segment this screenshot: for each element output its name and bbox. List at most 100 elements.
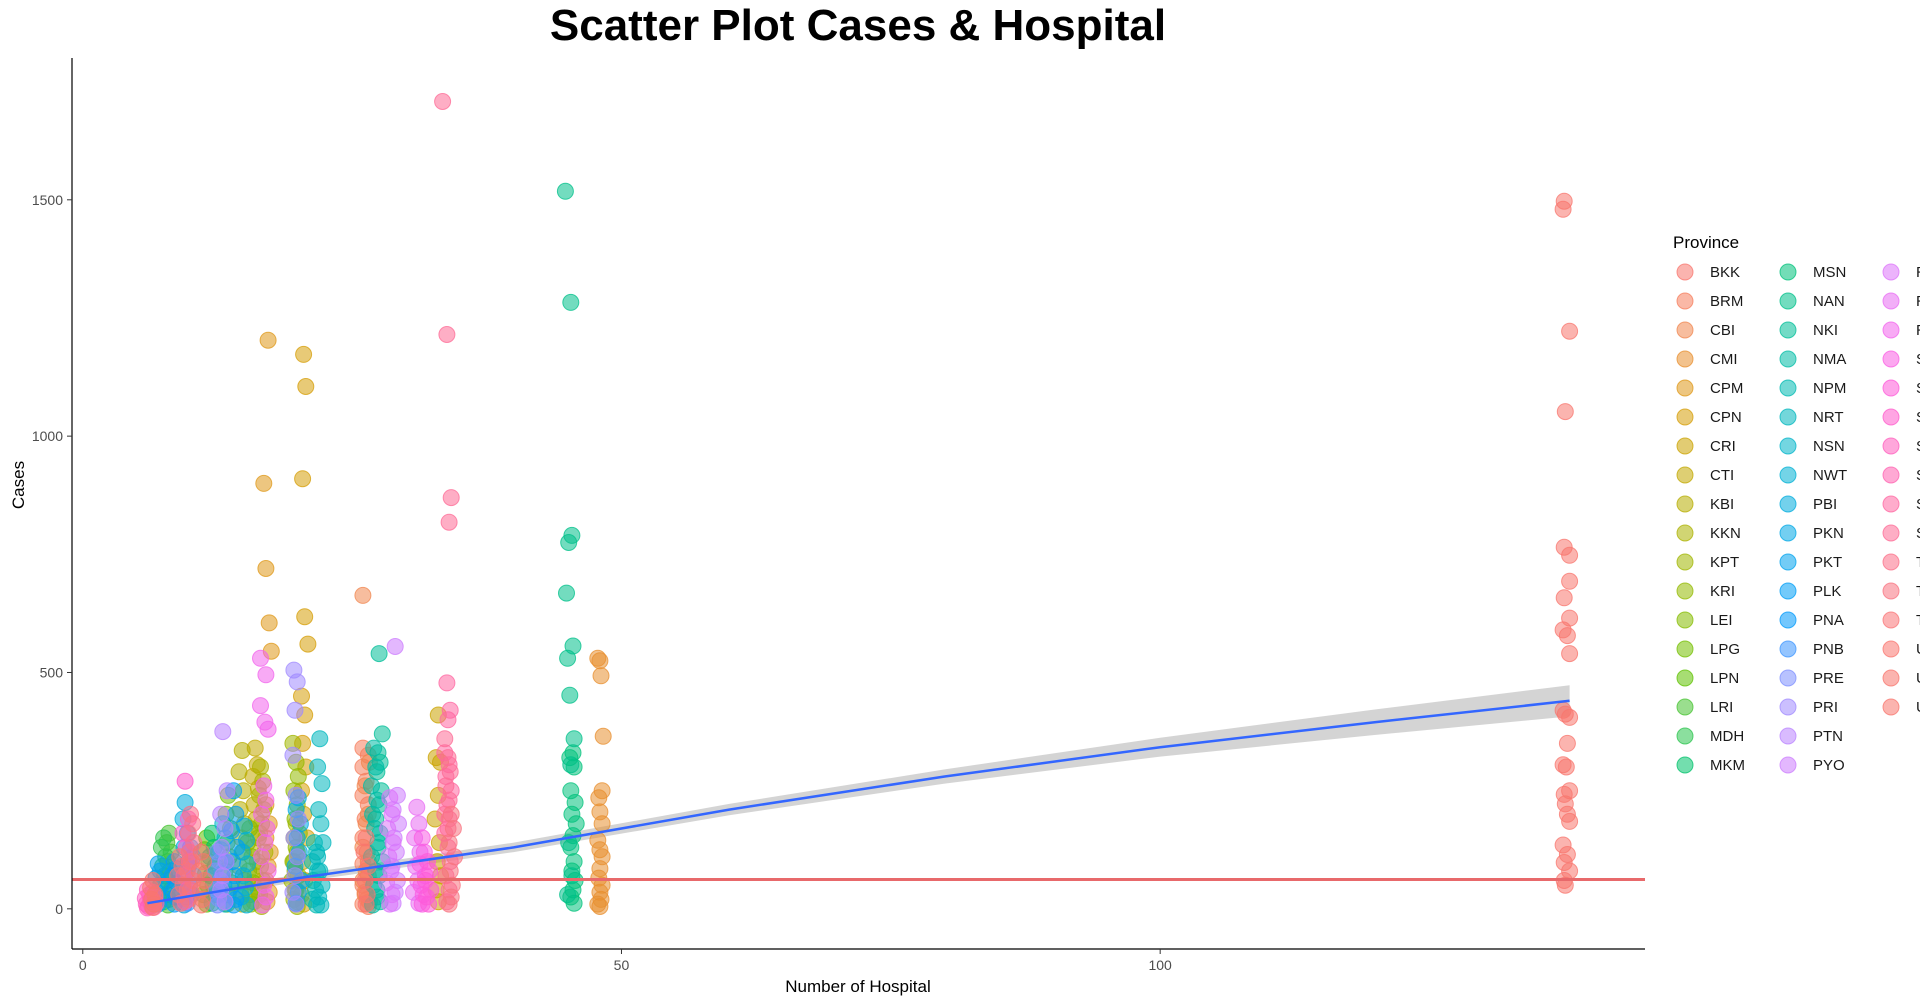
legend-key — [1882, 640, 1900, 658]
legend-item-trg: TRG — [1882, 582, 1920, 600]
legend-label: LRI — [1710, 699, 1733, 716]
legend-item-ptn: PTN — [1779, 727, 1843, 745]
legend-key — [1676, 640, 1694, 658]
legend-label: SKA — [1916, 351, 1920, 368]
legend-label: RNG — [1916, 293, 1920, 310]
legend-item-cpm: CPM — [1676, 379, 1743, 397]
legend-key — [1882, 350, 1900, 368]
legend-label: PNB — [1813, 641, 1844, 658]
data-point-ptn — [216, 893, 234, 911]
legend-item-pna: PNA — [1779, 611, 1844, 629]
legend-label: CMI — [1710, 351, 1738, 368]
legend-item-lei: LEI — [1676, 611, 1733, 629]
legend-item-mkm: MKM — [1676, 756, 1745, 774]
legend-key — [1779, 495, 1797, 513]
data-point-plk — [227, 805, 245, 823]
data-point-ska — [413, 829, 431, 847]
legend-key — [1676, 408, 1694, 426]
legend-label: KRI — [1710, 583, 1735, 600]
data-point-cpm — [257, 560, 275, 577]
legend-key — [1676, 553, 1694, 571]
legend-label: PBI — [1813, 496, 1837, 513]
data-point-pri — [289, 810, 307, 828]
legend-key — [1779, 553, 1797, 571]
data-point-nan — [563, 867, 581, 885]
legend-item-cmi: CMI — [1676, 350, 1738, 368]
legend-label: NKI — [1813, 322, 1838, 339]
data-point-cpn — [297, 378, 315, 395]
legend-key — [1676, 379, 1694, 397]
legend-label: PNA — [1813, 612, 1844, 629]
legend-label: KPT — [1710, 554, 1739, 571]
legend-key — [1882, 379, 1900, 397]
data-point-bkk — [1561, 572, 1579, 590]
legend-key — [1882, 408, 1900, 426]
data-point-stn — [438, 326, 456, 343]
data-point-bkk — [1558, 734, 1576, 752]
legend-key — [1676, 727, 1694, 745]
data-point-pri — [288, 848, 306, 866]
legend-item-npm: NPM — [1779, 379, 1846, 397]
chart-title: Scatter Plot Cases & Hospital — [550, 1, 1166, 50]
legend-item-kri: KRI — [1676, 582, 1735, 600]
data-point-cpn — [295, 345, 313, 363]
data-point-bkk — [1561, 546, 1579, 564]
legend-item-udn: UDN — [1882, 669, 1920, 687]
legend-item-nsn: NSN — [1779, 437, 1845, 455]
legend-key — [1882, 669, 1900, 687]
legend-label: KBI — [1710, 496, 1734, 513]
data-point-pri — [287, 786, 305, 804]
legend-key — [1779, 756, 1797, 774]
data-point-nan — [558, 584, 575, 602]
legend-label: BRM — [1710, 293, 1743, 310]
legend-key — [1676, 350, 1694, 368]
legend-label: LPN — [1710, 670, 1739, 687]
legend-key — [1779, 321, 1797, 339]
data-point-nrt — [313, 775, 331, 793]
data-point-ubn — [355, 843, 373, 861]
data-point-skw — [420, 895, 438, 913]
x-tick-label: 50 — [614, 957, 630, 973]
data-point-cpm — [259, 331, 277, 349]
data-point-srn — [439, 711, 457, 729]
legend-item-cbi: CBI — [1676, 321, 1735, 339]
reference-lines — [72, 699, 1645, 905]
legend-key — [1779, 582, 1797, 600]
data-point-trg — [441, 862, 459, 880]
x-axis-label: Number of Hospital — [785, 977, 931, 996]
legend-label: RYG — [1916, 322, 1920, 339]
data-point-stn — [440, 513, 458, 531]
legend-key — [1676, 582, 1694, 600]
data-point-pri — [284, 746, 302, 764]
legend-item-stn: STN — [1882, 524, 1920, 542]
legend-label: SRN — [1916, 496, 1920, 513]
data-point-cbi — [354, 586, 372, 604]
legend-label: RET — [1916, 264, 1920, 281]
legend-item-skw: SKW — [1882, 379, 1920, 397]
legend-item-kbi: KBI — [1676, 495, 1734, 513]
legend-key — [1779, 379, 1797, 397]
legend-label: STN — [1916, 525, 1920, 542]
legend-label: MKM — [1710, 757, 1745, 774]
data-point-nan — [565, 730, 583, 748]
y-tick-label: 1500 — [32, 192, 63, 208]
data-point-bkk — [1561, 812, 1579, 830]
legend-label: NSN — [1813, 438, 1845, 455]
legend-item-plk: PLK — [1779, 582, 1841, 600]
data-point-ryg — [255, 777, 273, 795]
data-point-bkk — [1561, 645, 1579, 663]
data-point-ptn — [216, 820, 234, 837]
legend-key — [1882, 698, 1900, 716]
data-point-nrt — [309, 848, 327, 866]
legend-label: MDH — [1710, 728, 1744, 745]
legend-label: LEI — [1710, 612, 1733, 629]
legend-item-pri: PRI — [1779, 698, 1838, 716]
data-point-cpn — [294, 470, 312, 488]
legend-item-lri: LRI — [1676, 698, 1733, 716]
legend-item-snk: SNK — [1882, 437, 1920, 455]
legend-label: CRI — [1710, 438, 1736, 455]
legend-key — [1779, 640, 1797, 658]
legend-label: PYO — [1813, 757, 1845, 774]
data-point-ubn — [357, 829, 375, 847]
